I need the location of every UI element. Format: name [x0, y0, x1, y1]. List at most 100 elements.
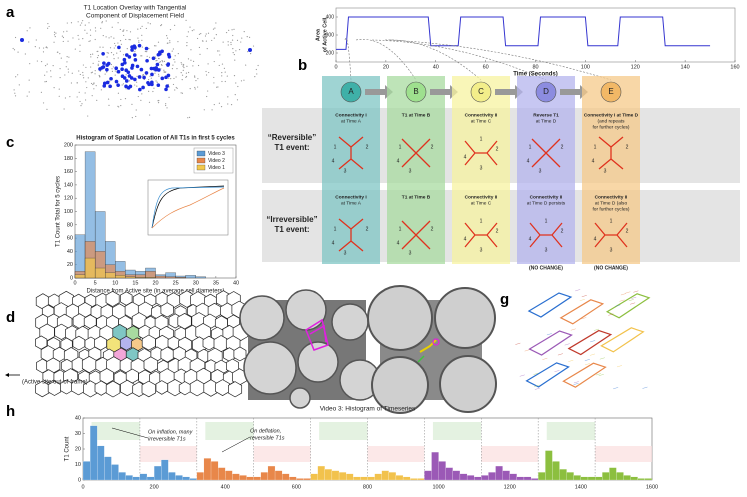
hist-bar	[559, 469, 567, 481]
field-vector	[44, 74, 46, 76]
field-vector	[144, 50, 146, 53]
field-vector	[252, 45, 255, 47]
field-vector	[123, 34, 125, 37]
field-vector	[177, 41, 179, 43]
x-tick-label: 100	[581, 64, 590, 70]
field-vector	[215, 22, 217, 24]
t1-location	[120, 62, 125, 67]
field-vector	[78, 70, 80, 72]
hist-bar	[587, 476, 596, 481]
x-tick-label: 1600	[646, 484, 658, 490]
field-vector	[129, 39, 131, 41]
hist-bar	[317, 465, 325, 481]
y-tick-label: 100	[64, 209, 73, 215]
field-vector	[234, 94, 236, 96]
bubble	[239, 295, 285, 341]
cell-caption: at Time D persists	[527, 200, 566, 206]
column-header	[535, 81, 557, 103]
field-vector	[97, 50, 99, 52]
field-vector	[217, 86, 219, 88]
inflation-band	[319, 422, 368, 440]
image-f	[367, 285, 497, 414]
displacement-arrow	[619, 299, 625, 302]
field-vector	[182, 69, 184, 72]
field-vector	[185, 72, 187, 74]
field-vector	[175, 76, 177, 78]
y-tick-label: 160	[64, 169, 73, 175]
t1-location	[160, 49, 164, 54]
cell	[105, 380, 121, 398]
x-tick-label: 1200	[504, 484, 516, 490]
cell	[215, 379, 230, 397]
field-vector	[147, 22, 149, 24]
t1-location	[147, 82, 151, 87]
field-vector	[233, 53, 235, 56]
cell-number: 3	[344, 250, 347, 256]
field-vector	[114, 45, 117, 47]
t1-location	[165, 84, 169, 88]
hist-bar	[395, 475, 404, 481]
field-vector	[182, 65, 184, 67]
displacement-arrow	[579, 299, 585, 301]
field-vector	[213, 37, 215, 39]
field-vector	[59, 68, 61, 70]
connector	[371, 39, 547, 81]
field-vector	[101, 21, 104, 23]
field-vector	[231, 39, 234, 41]
field-vector	[213, 76, 215, 79]
field-vector	[172, 48, 174, 50]
hist-bar	[146, 476, 155, 481]
column-band	[582, 76, 640, 264]
note: (Active site out-of-frame)	[22, 380, 88, 386]
field-vector	[90, 56, 92, 58]
displacement-arrow	[534, 387, 540, 390]
field-vector	[227, 96, 229, 98]
hist-bar	[310, 473, 318, 481]
field-vector	[122, 54, 125, 56]
field-vector	[134, 51, 136, 53]
cell-number: 4	[464, 154, 467, 160]
x-tick-label: 1400	[575, 484, 587, 490]
field-vector	[153, 45, 156, 47]
t1-location	[133, 58, 138, 62]
y-tick-label: 30	[75, 431, 81, 437]
displacement-arrow	[576, 383, 582, 386]
t1-location	[100, 65, 104, 70]
cell-number: 1	[594, 144, 597, 150]
cell	[141, 334, 156, 351]
field-vector	[232, 48, 234, 50]
field-vector	[216, 50, 219, 52]
legend-swatch	[196, 164, 206, 171]
hist-bar	[594, 476, 603, 481]
cell-number: 1	[399, 226, 402, 232]
field-vector	[160, 24, 162, 27]
field-vector	[148, 78, 150, 81]
cell-caption: at Time D	[536, 118, 557, 124]
cell-number: 3	[480, 247, 483, 253]
field-vector	[110, 36, 112, 38]
field-vector	[232, 52, 234, 54]
t1-location	[160, 76, 165, 81]
displacement-arrow	[570, 328, 576, 331]
field-vector	[206, 48, 208, 50]
cell-number: 2	[626, 144, 629, 150]
cell-caption: Connectivity II	[465, 112, 498, 118]
hist-bar	[132, 476, 141, 481]
field-vector	[122, 83, 125, 85]
y-tick-label: 200	[326, 50, 335, 56]
field-vector	[207, 90, 209, 92]
field-vector	[221, 63, 224, 65]
field-vector	[108, 37, 110, 39]
hist-bar	[274, 470, 283, 481]
field-vector	[226, 75, 228, 77]
field-vector	[105, 36, 107, 38]
field-vector	[82, 71, 84, 74]
field-vector	[213, 103, 215, 106]
y-tick-label: 20	[67, 262, 73, 268]
field-vector	[61, 35, 64, 37]
hist-bar	[296, 478, 304, 481]
displacement-arrow	[534, 384, 540, 387]
field-vector	[137, 95, 139, 98]
field-vector	[85, 66, 87, 69]
field-vector	[59, 76, 61, 79]
